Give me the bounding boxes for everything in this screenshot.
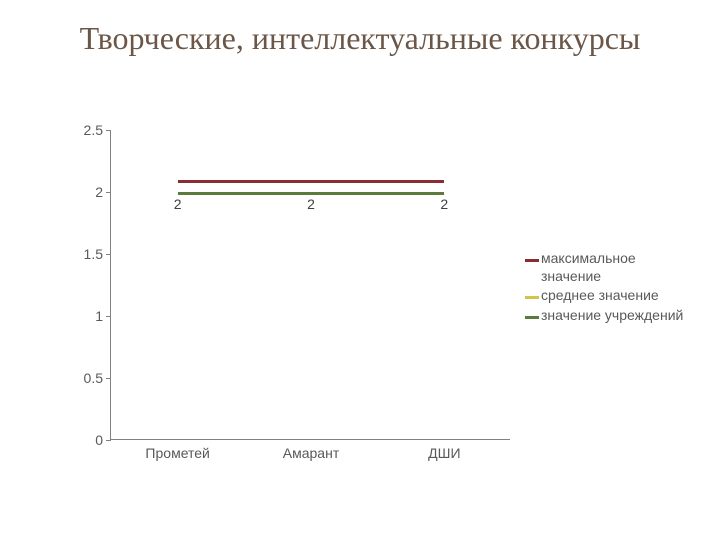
ytick-mark [106,316,111,317]
ytick-mark [106,254,111,255]
legend-label: значение учреждений [541,307,685,325]
page-title: Творческие, интеллектуальные конкурсы [0,18,720,58]
legend-item-avg: среднее значение [525,287,685,305]
data-label: 2 [307,196,315,212]
legend-label: максимальное значение [541,250,685,285]
xtick-label: ДШИ [428,445,460,461]
ytick-mark [106,130,111,131]
ytick-mark [106,378,111,379]
slide: Творческие, интеллектуальные конкурсы 0 0… [0,0,720,540]
legend-swatch [525,296,539,299]
ytick-label: 0 [95,432,103,448]
legend-item-max: максимальное значение [525,250,685,285]
ytick-label: 1.5 [84,246,103,262]
ytick-mark [106,440,111,441]
data-label: 2 [174,196,182,212]
series-max [178,180,445,183]
plot-area: 00.511.522.5222ПрометейАмарантДШИ [110,130,510,440]
data-label: 2 [440,196,448,212]
legend-label: среднее значение [541,287,685,305]
xtick-label: Прометей [145,445,209,461]
legend-item-inst: значение учреждений [525,307,685,325]
ytick-label: 1 [95,308,103,324]
series-inst [178,192,445,195]
ytick-mark [106,192,111,193]
legend-swatch [525,259,539,262]
xtick-label: Амарант [283,445,339,461]
ytick-label: 2.5 [84,122,103,138]
ytick-label: 0.5 [84,370,103,386]
chart: 00.511.522.5222ПрометейАмарантДШИ максим… [40,120,680,480]
legend-swatch [525,316,539,319]
ytick-label: 2 [95,184,103,200]
legend: максимальное значение среднее значение зна… [525,250,685,326]
